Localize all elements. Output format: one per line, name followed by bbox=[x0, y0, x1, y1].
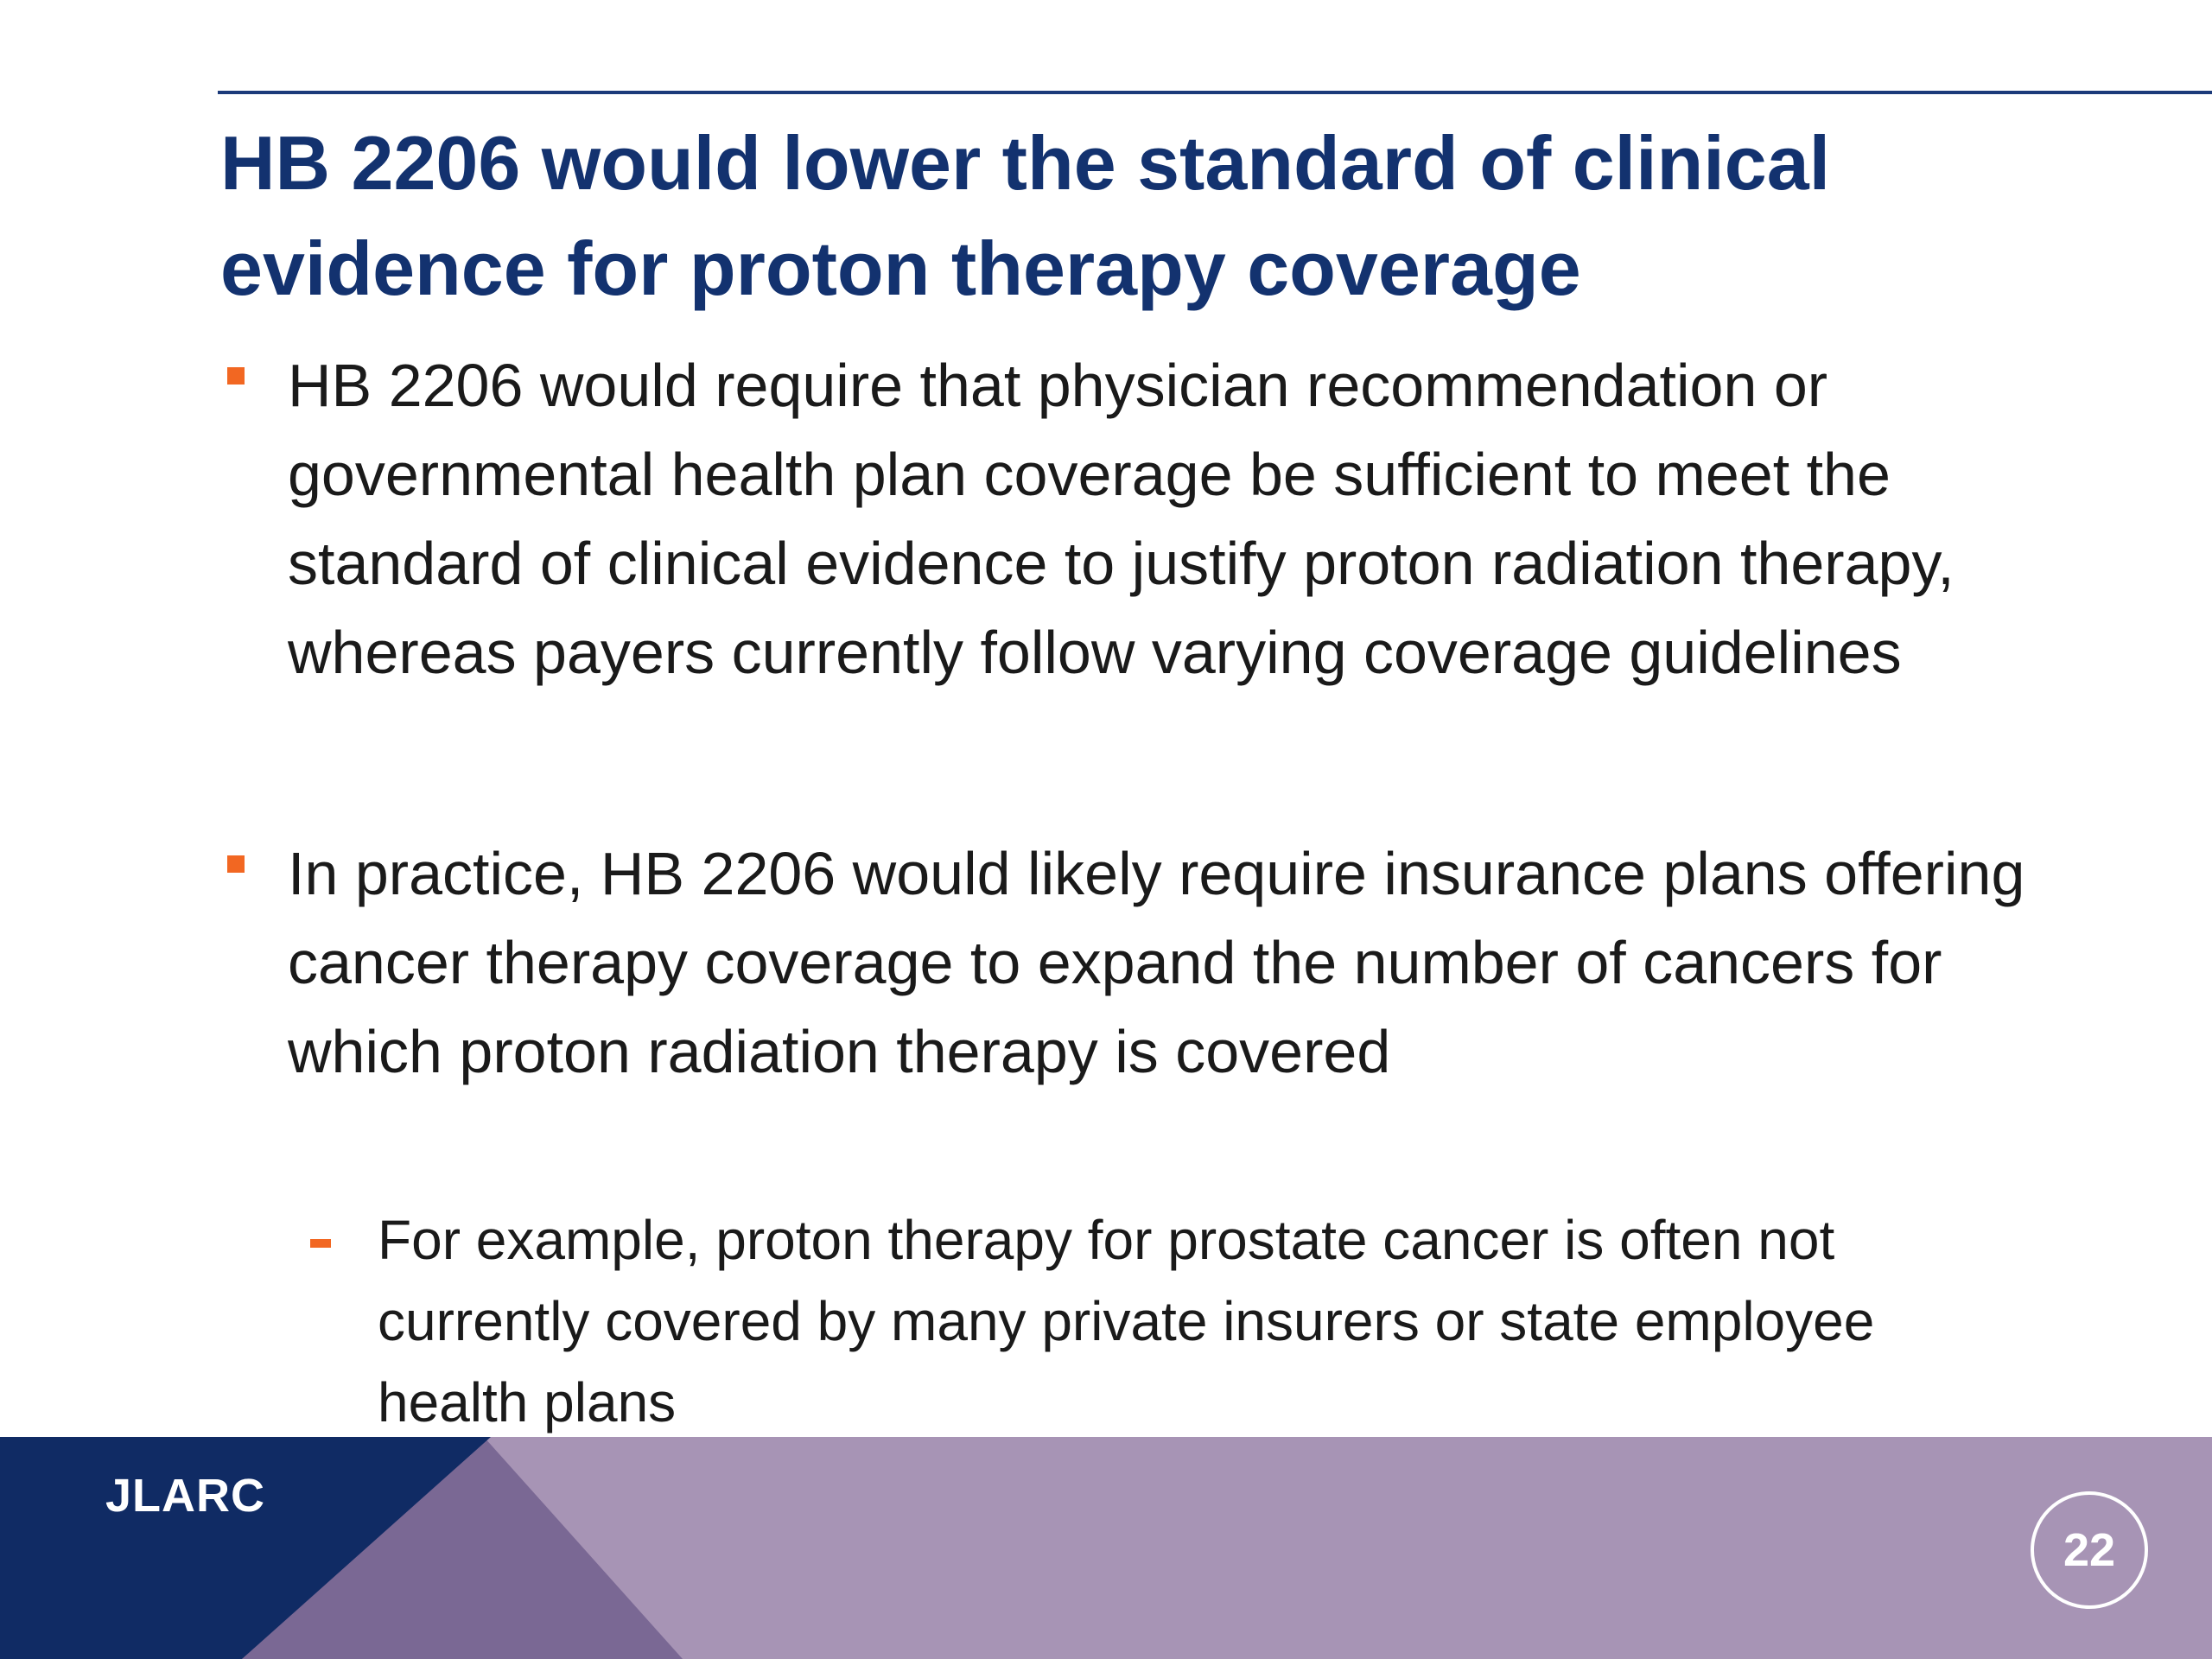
title-rule bbox=[218, 91, 2212, 94]
sub-bullet-item: For example, proton therapy for prostate… bbox=[307, 1199, 2018, 1443]
bullet-item: HB 2206 would require that physician rec… bbox=[220, 341, 2035, 697]
footer-band bbox=[0, 1437, 2212, 1659]
page-number-badge: 22 bbox=[2031, 1491, 2148, 1609]
footer-dark-panel bbox=[0, 1437, 491, 1659]
slide-title: HB 2206 would lower the standard of clin… bbox=[220, 120, 1831, 311]
jlarc-logo: JLARC bbox=[105, 1470, 266, 1522]
square-bullet-icon bbox=[227, 367, 245, 385]
dash-bullet-icon bbox=[310, 1239, 331, 1248]
bullet-text: In practice, HB 2206 would likely requir… bbox=[288, 840, 2025, 1085]
bullet-text: HB 2206 would require that physician rec… bbox=[288, 352, 1955, 686]
footer-graphic bbox=[0, 1437, 683, 1659]
bullet-item: In practice, HB 2206 would likely requir… bbox=[220, 830, 2035, 1096]
page-number: 22 bbox=[2063, 1524, 2116, 1576]
footer-mid-triangle bbox=[242, 1437, 683, 1659]
square-bullet-icon bbox=[227, 855, 245, 873]
sub-bullet-text: For example, proton therapy for prostate… bbox=[378, 1209, 1875, 1433]
